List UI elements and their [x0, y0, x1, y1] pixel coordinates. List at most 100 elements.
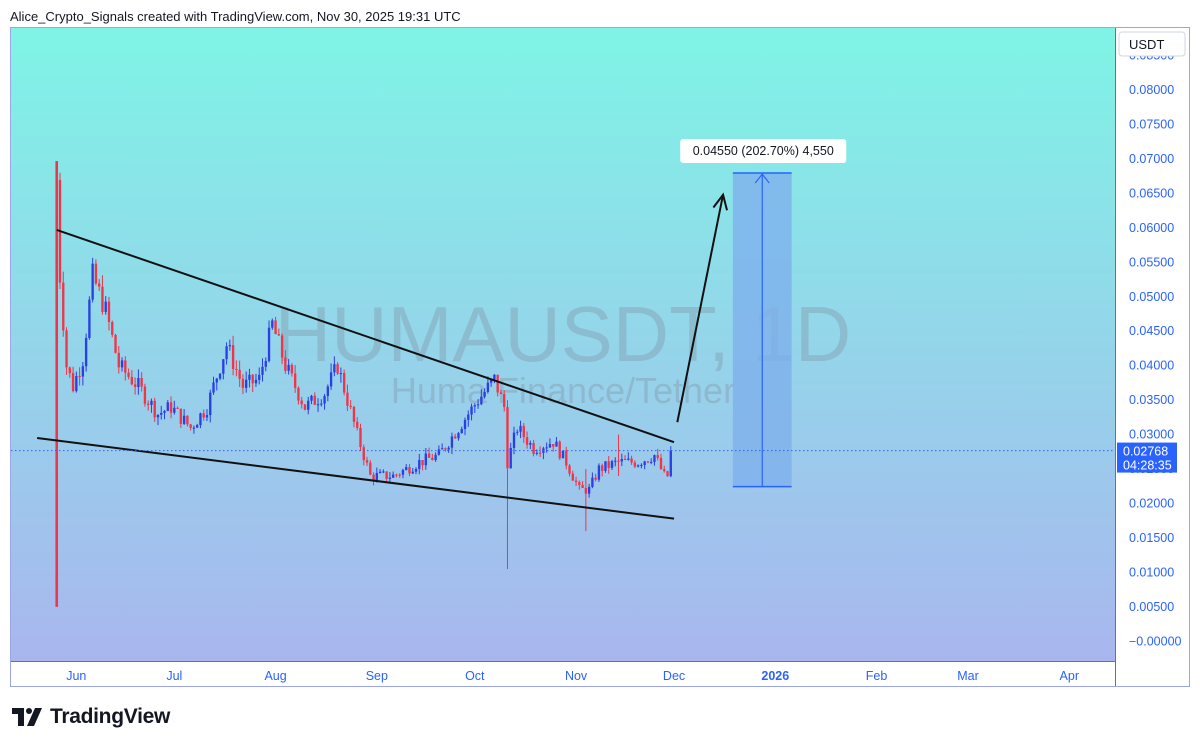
candle	[656, 448, 659, 461]
time-axis-tick: Oct	[465, 669, 485, 683]
candle-body	[124, 360, 127, 373]
candle-body	[630, 458, 633, 463]
candle	[519, 420, 522, 439]
price-axis-tick: 0.02000	[1129, 497, 1174, 511]
candle	[212, 376, 215, 395]
candle	[499, 389, 503, 395]
candle	[238, 360, 241, 387]
candle-body	[493, 374, 496, 380]
candle	[548, 438, 552, 449]
candle-body	[329, 372, 333, 387]
candle-body	[218, 373, 222, 379]
time-axis[interactable]: Jun Jul Aug Sep Oct Nov Dec 2026 Feb Mar Apr	[66, 669, 1079, 683]
candle-body	[568, 465, 571, 474]
candle-body	[656, 455, 659, 458]
tradingview-logo-text: TradingView	[50, 705, 171, 728]
candle	[254, 373, 258, 387]
candle	[447, 445, 450, 453]
candle	[202, 409, 205, 421]
candle-body	[179, 408, 183, 424]
candle	[62, 271, 65, 337]
candle-body	[421, 460, 424, 466]
candle-body	[166, 402, 169, 411]
candle-body	[104, 301, 107, 312]
trendlines[interactable]	[37, 192, 728, 520]
candle-body	[143, 386, 147, 404]
chart-attribution: Alice_Crypto_Signals created with Tradin…	[10, 9, 461, 24]
candle	[274, 316, 277, 335]
candle	[339, 367, 343, 383]
candle-body	[483, 391, 486, 397]
candle	[169, 396, 173, 419]
candle-body	[215, 378, 218, 383]
candle-body	[382, 471, 385, 473]
candle-body	[127, 372, 130, 377]
candle-body	[587, 486, 591, 494]
candle	[627, 452, 630, 461]
candle-body	[489, 379, 493, 383]
candle	[231, 335, 235, 376]
candle-body	[189, 424, 192, 428]
candle-body	[114, 334, 117, 353]
candle	[287, 359, 290, 375]
candle-body	[653, 455, 656, 462]
candle	[532, 439, 535, 457]
candle-body	[584, 487, 588, 494]
time-axis-tick: Sep	[366, 669, 388, 683]
candle	[369, 460, 372, 476]
candle	[107, 296, 111, 331]
candle	[486, 376, 490, 394]
price-range-measure[interactable]: 0.04550 (202.70%) 4,550	[680, 139, 847, 488]
candle	[192, 425, 196, 434]
candle-body	[503, 394, 506, 408]
price-chart[interactable]: HUMAUSDT, 1D Huma Finance/Tether 0.04550…	[11, 28, 1190, 687]
tradingview-logo[interactable]: TradingView	[12, 705, 170, 729]
candle-body	[470, 406, 473, 415]
candle	[199, 412, 202, 429]
candle-body	[614, 460, 617, 462]
candle-body	[346, 392, 349, 406]
candle-body	[427, 453, 431, 458]
candle-body	[525, 437, 529, 445]
candle	[473, 403, 476, 413]
candle	[189, 423, 192, 431]
candle-body	[153, 400, 156, 418]
candle	[137, 369, 140, 395]
candle-body	[117, 352, 120, 368]
candle	[581, 481, 584, 489]
candle-body	[196, 425, 199, 428]
candle	[277, 328, 281, 336]
currency-label-text: USDT	[1129, 37, 1164, 52]
candle	[636, 464, 640, 468]
chart-frame[interactable]: HUMAUSDT, 1D Huma Finance/Tether 0.04550…	[10, 27, 1190, 687]
candle	[84, 333, 88, 372]
candle-body	[627, 458, 630, 460]
candle	[248, 368, 251, 388]
candle	[98, 279, 101, 292]
candle-body	[336, 364, 339, 374]
candle-body	[140, 377, 143, 387]
price-axis-tick: 0.04500	[1129, 324, 1174, 338]
candle	[316, 398, 320, 412]
candle	[140, 372, 143, 392]
candle	[235, 360, 238, 377]
candle	[597, 463, 601, 482]
candle-body	[94, 263, 98, 284]
candle	[173, 400, 176, 415]
candle-body	[333, 364, 336, 373]
candle-body	[408, 467, 411, 474]
candle-body	[120, 360, 124, 368]
candle	[186, 415, 189, 427]
candle-body	[316, 404, 320, 406]
measure-label-text: 0.04550 (202.70%) 4,550	[693, 144, 834, 158]
candle-body	[261, 366, 264, 375]
candle-body	[156, 414, 160, 418]
candle	[535, 449, 539, 456]
candle	[179, 408, 183, 429]
currency-label[interactable]: USDT	[1118, 31, 1186, 57]
candle	[244, 371, 248, 393]
candle-body	[398, 474, 401, 476]
candle	[225, 342, 228, 365]
candle	[483, 388, 486, 399]
candle-body	[581, 484, 584, 488]
